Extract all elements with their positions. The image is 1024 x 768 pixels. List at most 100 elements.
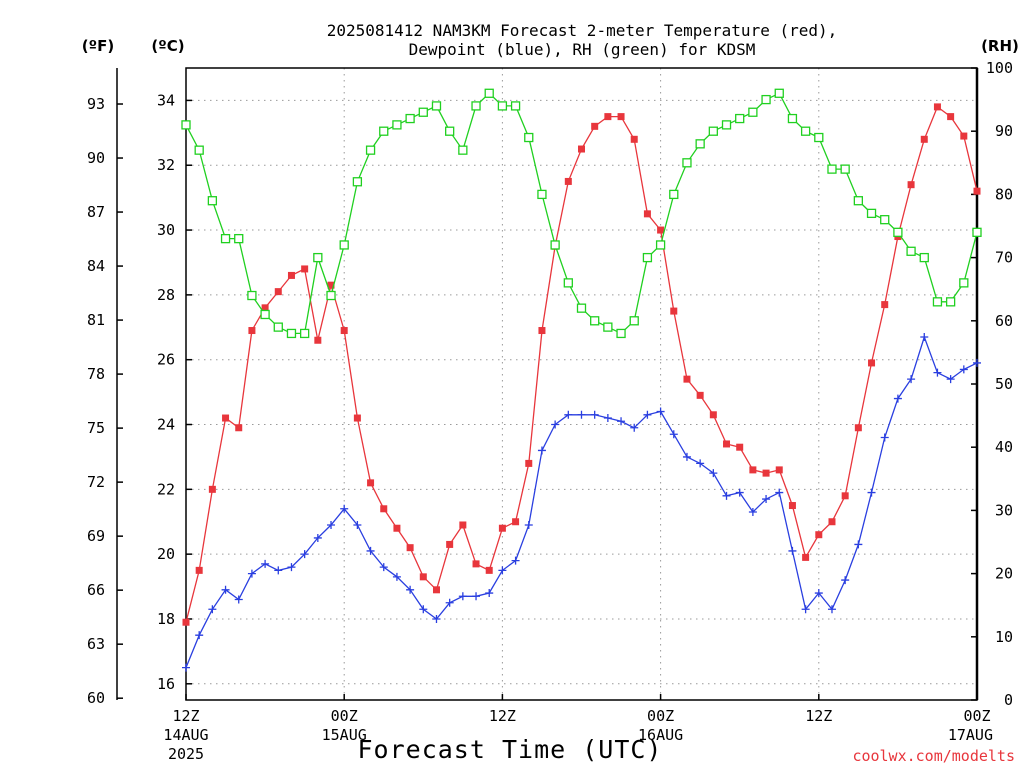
celsius-tick-label: 30	[157, 221, 175, 239]
dewpoint-point	[472, 592, 481, 601]
temperature-point	[380, 505, 388, 513]
dewpoint-point	[366, 546, 375, 555]
rh-point	[181, 120, 191, 130]
temperature-point	[419, 573, 427, 581]
dewpoint-point	[182, 663, 190, 672]
dewpoint-point	[287, 563, 296, 572]
rh-tick-label: 100	[986, 59, 1013, 77]
credit-text: coolwx.com/modelts	[852, 747, 1015, 765]
rh-point	[194, 145, 204, 155]
dewpoint-point	[406, 585, 415, 594]
rh-point	[484, 88, 494, 98]
rh-tick-label: 50	[995, 375, 1013, 393]
fahrenheit-tick-label: 84	[87, 257, 105, 275]
temperature-point	[604, 113, 612, 121]
dewpoint-point	[722, 491, 731, 500]
dewpoint-point	[669, 430, 678, 439]
dewpoint-point	[327, 520, 336, 529]
dewpoint-point	[617, 417, 626, 426]
dewpoint-point	[880, 433, 889, 442]
temperature-point	[261, 304, 269, 312]
celsius-axis-label: (ºC)	[151, 37, 184, 55]
temperature-point	[472, 560, 480, 568]
dewpoint-point	[313, 533, 322, 542]
dewpoint-point	[498, 566, 507, 575]
dewpoint-point	[946, 375, 955, 384]
celsius-tick-label: 16	[157, 675, 175, 693]
rh-point	[458, 145, 468, 155]
temperature-point	[709, 411, 717, 419]
rh-point	[800, 126, 811, 136]
fahrenheit-tick-label: 66	[87, 581, 105, 599]
dewpoint-point	[709, 469, 718, 478]
rh-point	[286, 328, 297, 339]
temperature-point	[815, 531, 823, 539]
rh-line	[185, 92, 978, 335]
x-tick-label: 14AUG	[163, 726, 208, 744]
rh-tick-label: 20	[995, 565, 1013, 583]
rh-point	[682, 158, 692, 168]
rh-point	[260, 309, 270, 320]
rh-point	[853, 196, 863, 206]
rh-tick-label: 30	[995, 501, 1013, 519]
temperature-point	[933, 103, 941, 111]
rh-point	[247, 290, 257, 301]
temperature-point	[512, 518, 520, 526]
temperature-point	[788, 502, 796, 510]
rh-point	[919, 252, 929, 263]
fahrenheit-axis-label: (ºF)	[82, 37, 114, 55]
fahrenheit-ticks: 60 63 66 69 72 75 78 81 84 87 90 93	[87, 95, 123, 707]
celsius-tick-label: 34	[157, 91, 175, 109]
fahrenheit-tick-label: 81	[87, 311, 105, 329]
dewpoint-point	[234, 595, 243, 604]
dewpoint-point	[261, 559, 270, 568]
temperature-point	[393, 524, 401, 532]
dewpoint-point	[735, 488, 744, 497]
dewpoint-point	[537, 446, 546, 455]
fahrenheit-tick-label: 69	[87, 527, 105, 545]
dewpoint-line	[185, 334, 978, 668]
dewpoint-point	[867, 488, 876, 497]
rh-point	[537, 189, 547, 200]
chart-title-line-2: Dewpoint (blue), RH (green) for KDSM	[409, 40, 756, 59]
fahrenheit-tick-label: 72	[87, 473, 105, 491]
dewpoint-point	[959, 365, 968, 374]
temperature-point	[340, 327, 348, 335]
dewpoint-point	[379, 563, 388, 572]
rh-point	[431, 101, 442, 111]
dewpoint-point	[524, 520, 533, 529]
temperature-point	[248, 327, 256, 335]
rh-tick-label: 90	[995, 122, 1013, 140]
x-axis-label: Forecast Time (UTC)	[358, 735, 663, 764]
rh-point	[299, 328, 310, 339]
dewpoint-point	[788, 546, 797, 555]
dewpoint-point	[419, 605, 428, 614]
temperature-point	[762, 469, 770, 477]
temperature-point	[235, 424, 243, 432]
x-tick-label: 00Z	[331, 707, 358, 725]
x-tick-label: 2025	[168, 745, 204, 763]
temperature-point	[538, 327, 546, 335]
fahrenheit-tick-label: 78	[87, 365, 105, 383]
temperature-point	[947, 113, 955, 121]
dewpoint-point	[511, 556, 520, 565]
dewpoint-point	[933, 368, 942, 377]
dewpoint-point	[973, 358, 981, 367]
dewpoint-point	[827, 605, 836, 614]
x-tick-label: 15AUG	[322, 726, 367, 744]
temperature-point	[222, 414, 230, 422]
rh-point	[655, 240, 666, 250]
temperature-point	[525, 459, 533, 467]
fahrenheit-tick-label: 60	[87, 689, 105, 707]
dewpoint-point	[551, 420, 560, 429]
temperature-point	[657, 226, 665, 234]
rh-point	[234, 233, 244, 244]
dewpoint-point	[208, 605, 217, 614]
temperature-point	[775, 466, 783, 474]
dewpoint-point	[340, 504, 349, 513]
x-tick-label: 12Z	[805, 707, 832, 725]
dewpoint-point	[656, 407, 665, 416]
rh-point	[339, 240, 349, 250]
